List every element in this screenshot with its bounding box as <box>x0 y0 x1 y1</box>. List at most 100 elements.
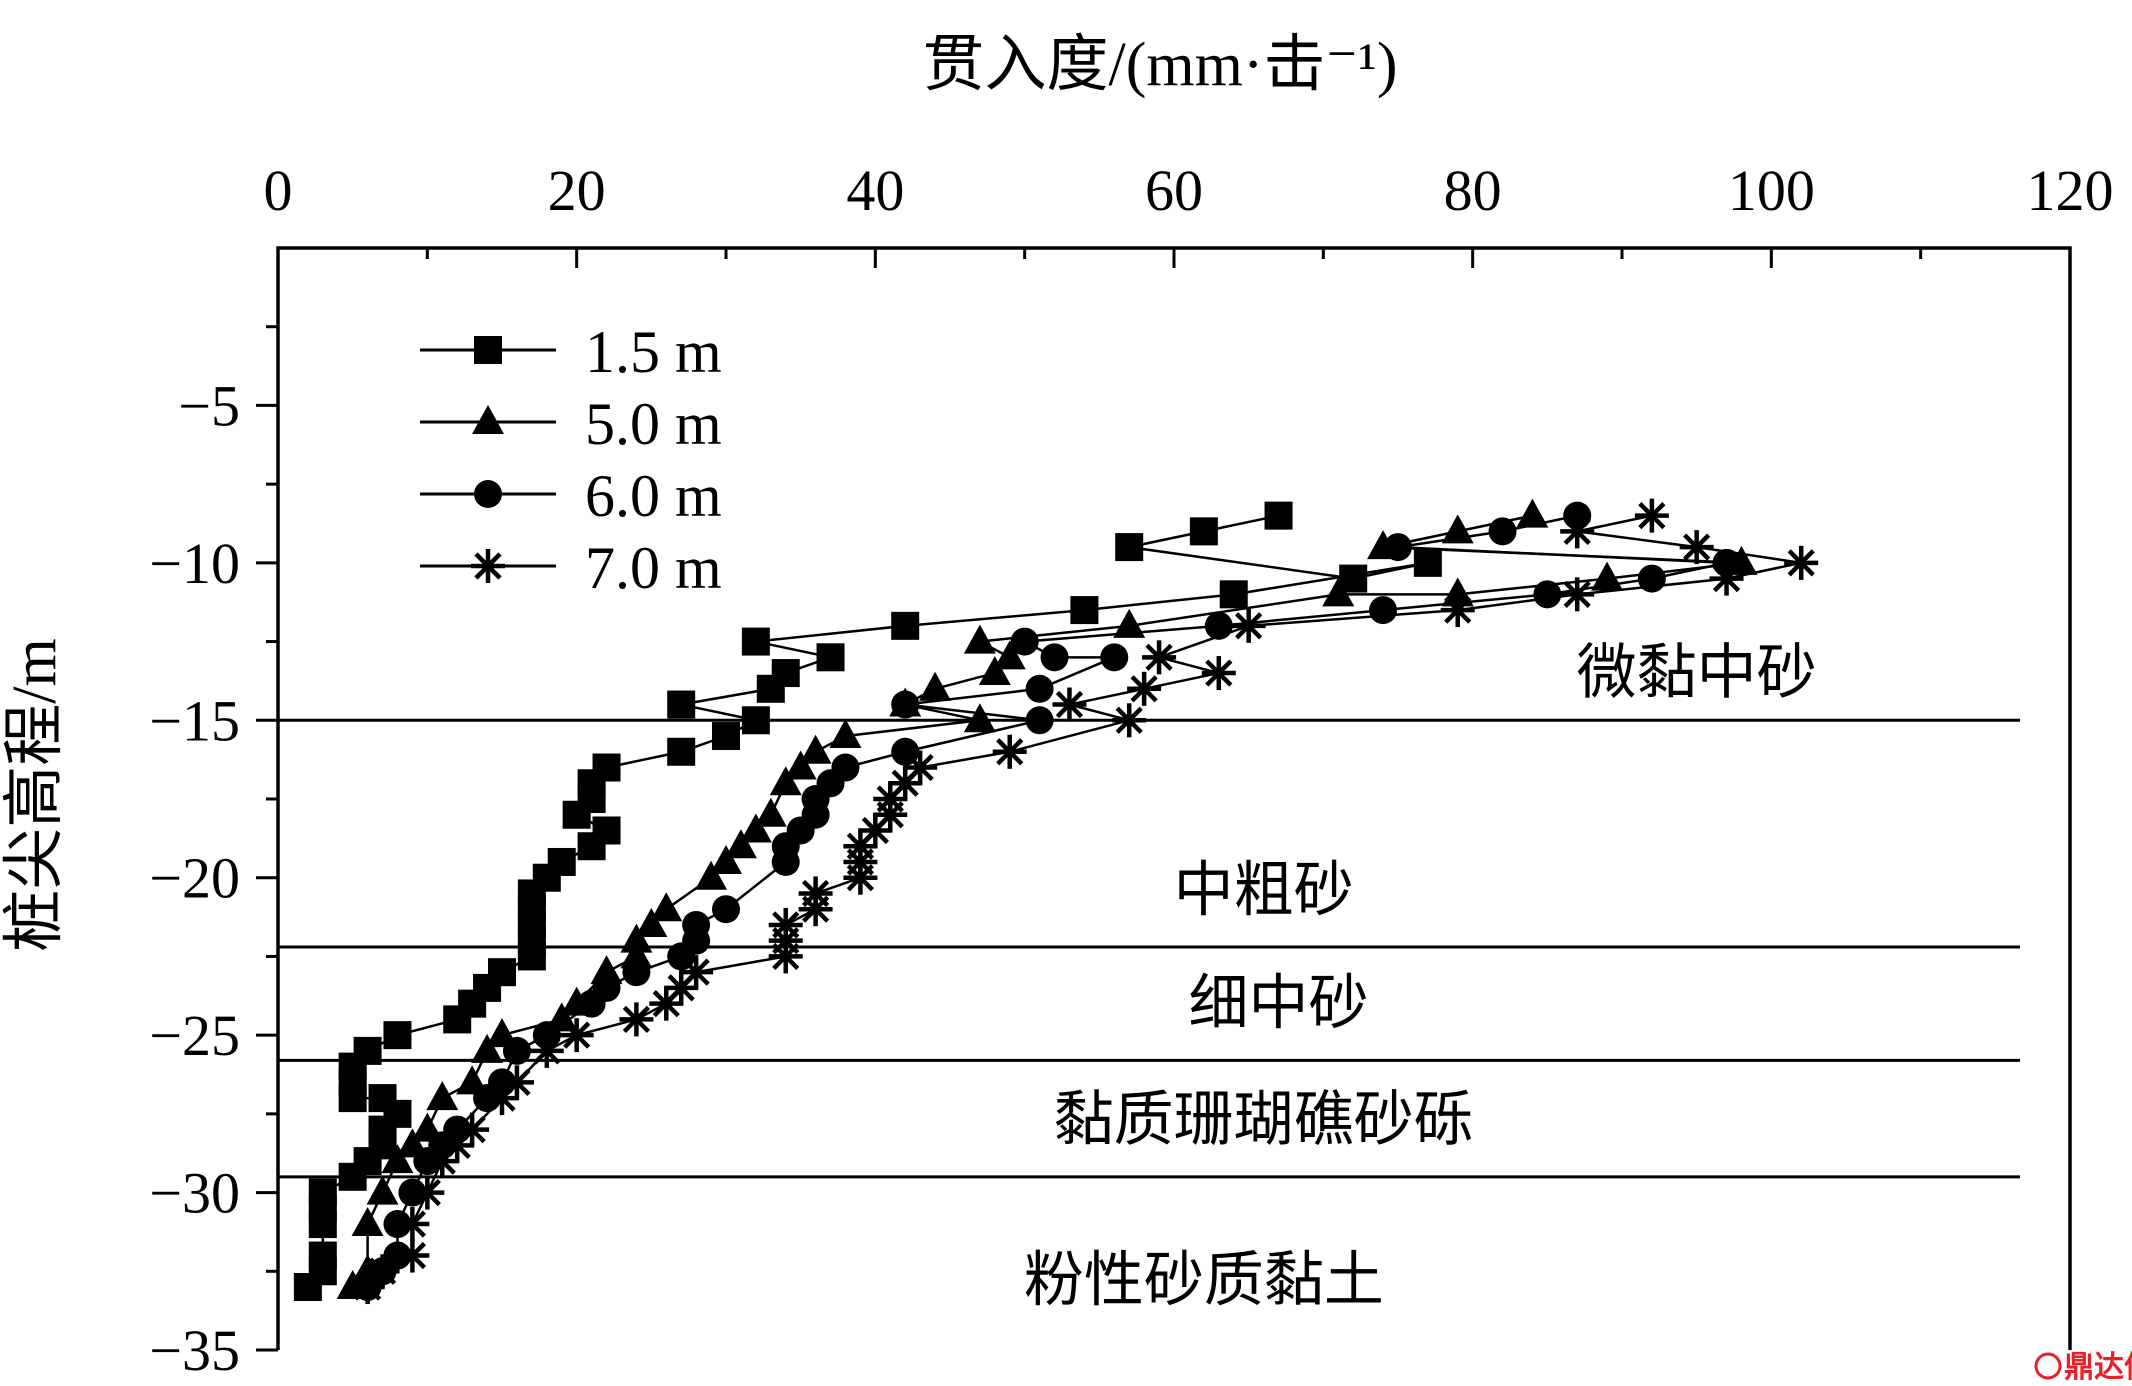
y-tick-label: −15 <box>149 688 240 753</box>
data-point <box>502 1036 531 1065</box>
data-point <box>858 813 893 848</box>
data-point <box>529 1033 564 1068</box>
x-tick-label: 40 <box>846 158 904 223</box>
x-tick-label: 120 <box>2027 158 2114 223</box>
data-point <box>993 640 1026 670</box>
data-point <box>577 989 606 1018</box>
x-tick-label: 60 <box>1145 158 1203 223</box>
data-point <box>1516 498 1549 528</box>
data-point <box>1189 517 1218 546</box>
data-point <box>1560 577 1595 612</box>
data-point <box>1127 671 1162 706</box>
data-point <box>712 895 740 924</box>
data-point <box>771 847 800 876</box>
data-point <box>1440 593 1475 628</box>
data-point <box>395 1207 430 1242</box>
data-point <box>1634 498 1669 533</box>
y-tick-label: −35 <box>149 1318 240 1383</box>
data-point <box>724 829 757 859</box>
x-tick-label: 80 <box>1444 158 1502 223</box>
data-point <box>338 1084 367 1113</box>
legend: 1.5 m5.0 m6.0 m7.0 m <box>420 319 722 601</box>
legend-label: 6.0 m <box>585 463 722 529</box>
legend-label: 1.5 m <box>585 319 722 385</box>
data-point <box>410 1175 445 1210</box>
data-point <box>383 1021 412 1050</box>
data-point <box>1784 545 1819 580</box>
series-line <box>351 514 1742 1288</box>
data-point <box>695 860 728 890</box>
data-point <box>425 1144 460 1179</box>
watermark: 鼎达信 <box>2034 1350 2132 1385</box>
legend-marker <box>471 549 505 583</box>
layer-label: 细中砂 <box>1189 971 1369 1037</box>
data-point <box>1010 627 1039 656</box>
series-circle <box>353 501 1741 1302</box>
data-point <box>1219 580 1248 609</box>
y-tick-label: −20 <box>149 846 240 911</box>
series-group <box>293 498 1819 1305</box>
series-triangle <box>336 498 1758 1300</box>
data-point <box>667 690 696 719</box>
data-point <box>517 942 546 971</box>
data-point <box>1025 706 1054 735</box>
data-point <box>843 860 878 895</box>
series-line <box>366 514 1727 1288</box>
axis-frame <box>276 246 2072 1350</box>
layer-label: 黏质珊瑚礁砂砾 <box>1054 1087 1474 1153</box>
data-point <box>1488 517 1517 546</box>
data-point <box>1322 577 1355 607</box>
series-square <box>293 501 1442 1302</box>
y-axis-title: 桩尖高程/m <box>1 638 69 951</box>
layer-label: 微黏中砂 <box>1577 640 1817 706</box>
data-point <box>829 719 862 749</box>
data-point <box>1025 674 1054 703</box>
data-point <box>1040 643 1069 672</box>
data-point <box>1113 608 1146 638</box>
data-point <box>308 1210 337 1239</box>
data-point <box>710 844 742 874</box>
data-point <box>667 737 696 766</box>
data-point <box>620 923 653 953</box>
data-point <box>1679 530 1714 565</box>
data-point <box>1231 608 1266 643</box>
legend-item: 6.0 m <box>420 463 722 529</box>
data-point <box>919 671 952 701</box>
series-asterisk <box>350 498 1819 1305</box>
data-point <box>1709 561 1744 596</box>
legend-marker <box>474 480 502 508</box>
data-point <box>769 766 802 796</box>
y-tick-label: −5 <box>178 373 240 438</box>
data-point <box>426 1081 459 1111</box>
data-point <box>577 832 606 861</box>
x-tick-label: 100 <box>1728 158 1815 223</box>
data-point <box>754 797 787 827</box>
legend-marker <box>472 405 504 434</box>
data-point <box>712 722 740 751</box>
data-point <box>649 986 684 1021</box>
rtc-logo-icon <box>2034 1352 2062 1380</box>
y-tick-label: −30 <box>149 1161 240 1226</box>
data-point <box>1201 656 1236 691</box>
data-point <box>992 734 1027 769</box>
data-point <box>381 1144 414 1174</box>
x-axis-title: 贯入度/(mm·击⁻¹) <box>923 31 1398 99</box>
data-point <box>756 674 785 703</box>
data-point <box>739 813 772 843</box>
layer-label: 粉性砂质黏土 <box>1024 1248 1384 1314</box>
data-point <box>635 907 668 937</box>
legend-marker <box>474 336 502 364</box>
legend-label: 5.0 m <box>585 391 722 457</box>
x-tick-label: 0 <box>264 158 293 223</box>
data-point <box>741 627 770 656</box>
data-point <box>1264 501 1293 530</box>
data-point <box>562 800 591 829</box>
data-point <box>622 958 651 987</box>
data-point <box>963 703 996 733</box>
legend-item: 1.5 m <box>420 319 722 385</box>
data-point <box>619 1002 654 1037</box>
data-point <box>1112 703 1147 738</box>
legend-item: 7.0 m <box>420 535 722 601</box>
data-point <box>1560 514 1595 549</box>
